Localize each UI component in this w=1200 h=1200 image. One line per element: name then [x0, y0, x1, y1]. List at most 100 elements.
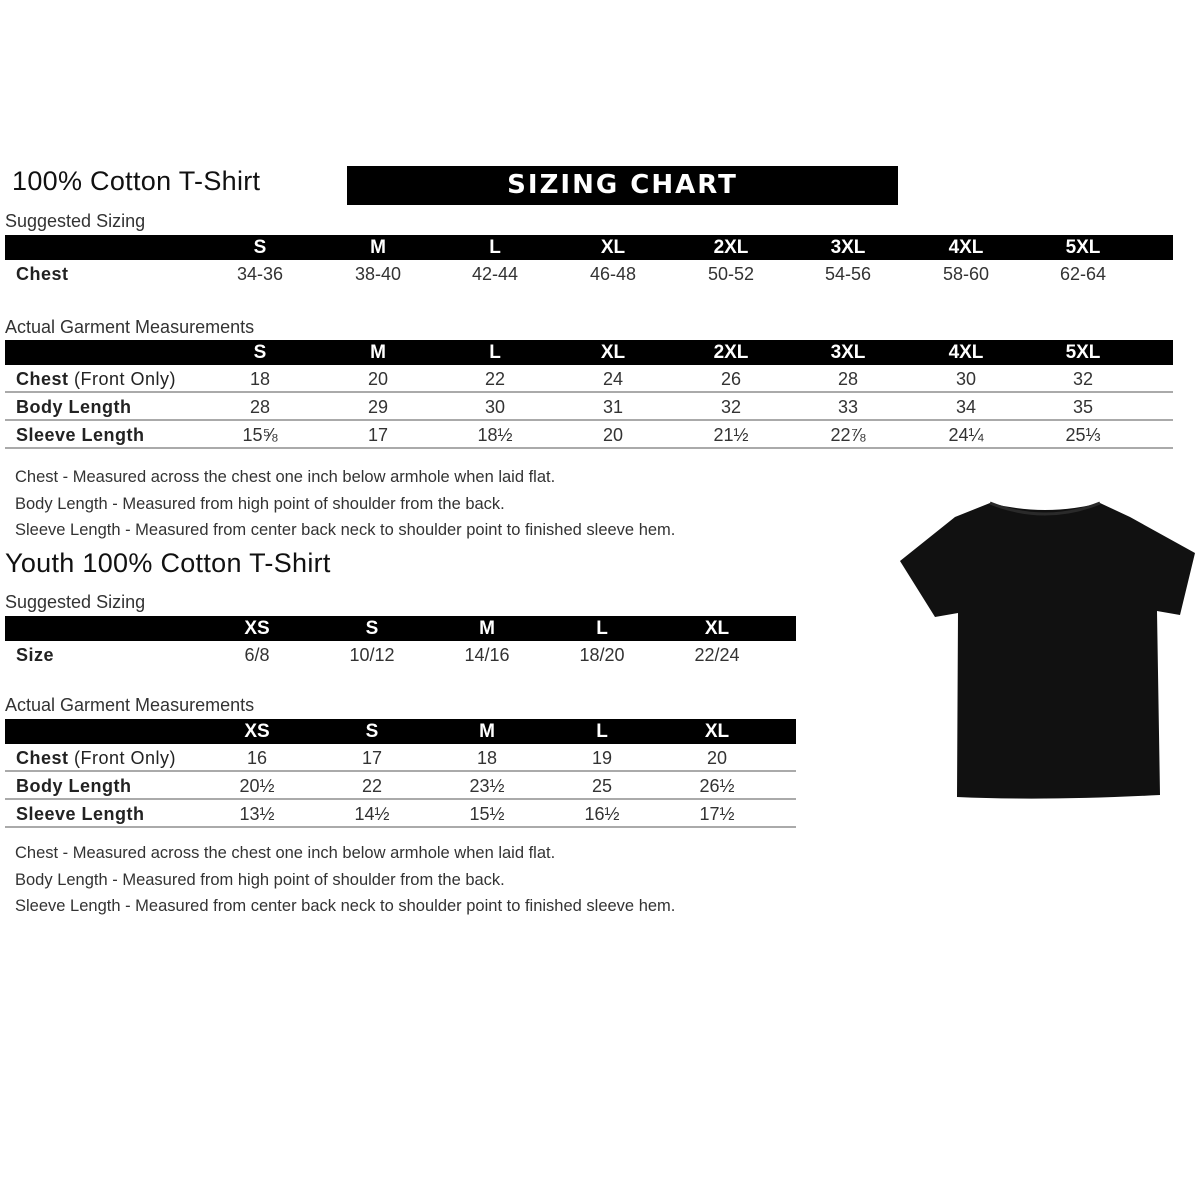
size-header-cell: XS [244, 618, 270, 639]
tshirt-shape [900, 503, 1195, 799]
row-label-main: Chest [16, 748, 69, 768]
table-cell: 26½ [699, 776, 735, 796]
table-cell: 23½ [469, 776, 505, 796]
size-header-cell: M [370, 342, 386, 363]
youth-notes: Chest - Measured across the chest one in… [15, 840, 675, 920]
table-row: Size 6/8 10/12 14/16 18/20 22/24 [5, 641, 796, 669]
measurement-note: Body Length - Measured from high point o… [15, 870, 505, 889]
size-header-cell: XS [244, 721, 270, 742]
row-label-main: Size [16, 645, 55, 665]
row-label: Size [16, 641, 54, 669]
size-header-cell: S [253, 237, 267, 258]
size-header-row: XS S M L XL [5, 616, 796, 641]
adult-suggested-label: Suggested Sizing [5, 211, 146, 231]
size-header-row: S M L XL 2XL 3XL 4XL 5XL [5, 340, 1173, 365]
table-cell: 25 [591, 776, 613, 796]
row-label: Body Length [16, 772, 132, 800]
size-header-cell: L [489, 237, 501, 258]
row-label-main: Body Length [16, 397, 132, 417]
size-header-cell: M [479, 721, 495, 742]
adult-title: 100% Cotton T-Shirt [12, 166, 261, 196]
row-label-extra: (Front Only) [68, 369, 177, 389]
table-row: Chest (Front Only) 18 20 22 24 26 28 30 32 [5, 365, 1173, 393]
table-cell: 22/24 [694, 645, 740, 665]
table-cell: 32 [1072, 369, 1094, 389]
size-header-cell: XL [704, 721, 730, 742]
size-header-cell: XL [600, 342, 626, 363]
table-cell: 30 [484, 397, 506, 417]
table-cell: 18 [476, 748, 498, 768]
table-cell: 26 [720, 369, 742, 389]
size-header-cell: M [479, 618, 495, 639]
row-label-main: Chest [16, 369, 69, 389]
table-cell: 21½ [713, 425, 749, 445]
size-header-cell: 4XL [948, 237, 984, 258]
table-cell: 14½ [354, 804, 390, 824]
youth-actual-label: Actual Garment Measurements [5, 695, 255, 715]
size-header-cell: L [596, 721, 608, 742]
measurement-note: Chest - Measured across the chest one in… [15, 468, 556, 486]
size-header-cell: S [253, 342, 267, 363]
row-label: Chest (Front Only) [16, 744, 176, 772]
table-cell: 15½ [469, 804, 505, 824]
table-cell: 17½ [699, 804, 735, 824]
table-cell: 13½ [239, 804, 275, 824]
table-cell: 54-56 [824, 264, 872, 284]
table-cell: 34-36 [236, 264, 284, 284]
measurement-note: Sleeve Length - Measured from center bac… [15, 897, 676, 915]
table-cell: 32 [720, 397, 742, 417]
table-cell: 19 [591, 748, 613, 768]
table-cell: 29 [367, 397, 389, 417]
table-cell: 38-40 [354, 264, 402, 284]
table-cell: 20 [602, 425, 624, 445]
size-header-cell: S [365, 618, 379, 639]
table-row: Body Length 28 29 30 31 32 33 34 35 [5, 393, 1173, 421]
size-header-row: S M L XL 2XL 3XL 4XL 5XL [5, 235, 1173, 260]
table-cell: 15⅝ [242, 425, 278, 445]
table-cell: 31 [602, 397, 624, 417]
row-label: Body Length [16, 393, 132, 421]
size-header-row: XS S M L XL [5, 719, 796, 744]
youth-title: Youth 100% Cotton T-Shirt [5, 548, 331, 578]
table-cell: 28 [837, 369, 859, 389]
table-row: Sleeve Length 13½ 14½ 15½ 16½ 17½ [5, 800, 796, 828]
table-cell: 17 [367, 425, 389, 445]
row-label: Chest (Front Only) [16, 365, 176, 393]
size-header-cell: L [489, 342, 501, 363]
size-header-cell: 2XL [713, 342, 749, 363]
size-header-cell: L [596, 618, 608, 639]
size-header-cell: XL [600, 237, 626, 258]
measurement-note: Body Length - Measured from high point o… [15, 494, 505, 513]
row-label: Sleeve Length [16, 800, 145, 828]
table-cell: 20 [706, 748, 728, 768]
table-row: Chest 34-36 38-40 42-44 46-48 50-52 54-56 58-60… [5, 260, 1173, 288]
table-cell: 35 [1072, 397, 1094, 417]
size-header-cell: 2XL [713, 237, 749, 258]
size-header-cell: 3XL [830, 342, 866, 363]
size-header-cell: 4XL [948, 342, 984, 363]
size-header-cell: 3XL [830, 237, 866, 258]
table-cell: 24¼ [948, 425, 984, 445]
adult-actual-label: Actual Garment Measurements [5, 317, 255, 337]
table-row: Chest (Front Only) 16 17 18 19 20 [5, 744, 796, 772]
row-label-main: Chest [16, 264, 69, 284]
table-cell: 18/20 [579, 645, 625, 665]
table-cell: 22 [361, 776, 383, 796]
table-cell: 33 [837, 397, 859, 417]
table-cell: 24 [602, 369, 624, 389]
table-cell: 20½ [239, 776, 275, 796]
adult-notes: Chest - Measured across the chest one in… [15, 464, 675, 544]
table-cell: 6/8 [244, 645, 270, 665]
measurement-note: Chest - Measured across the chest one in… [15, 844, 556, 862]
measurement-note: Sleeve Length - Measured from center bac… [15, 521, 676, 539]
size-header-cell: M [370, 237, 386, 258]
table-cell: 30 [955, 369, 977, 389]
table-cell: 46-48 [589, 264, 637, 284]
row-label: Chest [16, 260, 69, 288]
size-header-cell: S [365, 721, 379, 742]
table-cell: 20 [367, 369, 389, 389]
size-header-cell: 5XL [1065, 237, 1101, 258]
table-cell: 28 [249, 397, 271, 417]
table-row: Body Length 20½ 22 23½ 25 26½ [5, 772, 796, 800]
table-cell: 18½ [477, 425, 513, 445]
